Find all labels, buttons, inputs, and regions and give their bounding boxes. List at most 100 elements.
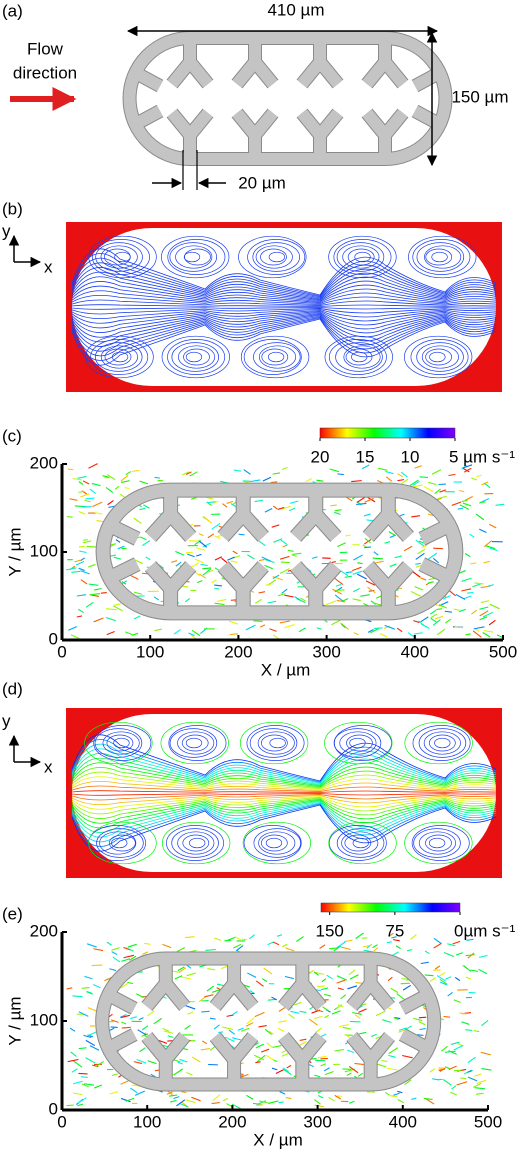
flow-vector — [233, 469, 242, 472]
flow-vector — [202, 568, 212, 576]
flow-vector — [467, 1076, 478, 1082]
flow-vector — [125, 1097, 135, 1102]
flow-vector — [254, 499, 263, 503]
flow-label: direction — [13, 63, 77, 82]
flow-vector — [485, 545, 496, 550]
flow-vector — [475, 1092, 484, 1095]
flow-vector — [80, 579, 88, 585]
flow-vector — [89, 1045, 100, 1051]
flow-vector — [465, 1029, 473, 1032]
vortex-line — [168, 725, 227, 761]
flow-vector — [84, 499, 91, 503]
vortex-line — [88, 235, 157, 279]
flow-vector — [483, 560, 491, 564]
flow-vector — [386, 1067, 398, 1071]
vortex-line — [425, 348, 452, 366]
flow-vector — [352, 566, 362, 572]
flow-vector — [358, 1031, 367, 1035]
flow-vector — [288, 1013, 295, 1019]
flow-vector — [453, 999, 461, 1004]
flow-vector — [349, 1020, 361, 1023]
flow-vector — [86, 545, 98, 548]
flow-vector — [191, 1096, 201, 1102]
flow-vector — [381, 1019, 392, 1024]
flow-vector — [346, 1072, 352, 1076]
vortex-line — [345, 348, 373, 366]
vortex-line — [253, 342, 301, 372]
axis-icon-label: y — [2, 221, 11, 240]
flow-vector — [272, 472, 281, 475]
flow-vector — [345, 534, 351, 537]
gap-label: 20 µm — [238, 173, 286, 192]
flow-vector — [194, 558, 204, 564]
streamline — [71, 308, 497, 320]
flow-vector — [424, 974, 434, 977]
flow-vector — [113, 556, 122, 560]
flow-vector — [393, 1092, 400, 1096]
flow-vector — [225, 936, 236, 942]
streamline — [71, 794, 497, 801]
vortex-line — [103, 248, 131, 266]
flow-vector — [202, 567, 212, 570]
vortex-line — [424, 245, 462, 269]
flow-vector — [277, 1027, 285, 1033]
flow-vector — [186, 1072, 193, 1076]
flow-vector — [476, 1079, 487, 1085]
flow-vector — [391, 936, 397, 939]
flow-vector — [185, 1005, 196, 1010]
flow-vector — [343, 939, 353, 943]
flow-vector — [412, 571, 421, 578]
flow-vector — [278, 1006, 286, 1012]
streamline — [71, 748, 497, 785]
x-tick-label: 500 — [489, 642, 517, 661]
flow-vector — [324, 1070, 334, 1076]
flow-vector — [478, 968, 488, 975]
streamline — [71, 312, 497, 338]
flow-vector — [469, 533, 475, 538]
flow-vector — [275, 1069, 284, 1075]
flow-vector — [191, 629, 201, 637]
flow-vector — [94, 587, 102, 591]
flow-vector — [349, 974, 359, 980]
flow-vector — [415, 564, 422, 568]
vortex-line — [184, 248, 211, 266]
flow-vector — [272, 575, 284, 581]
flow-vector — [433, 943, 442, 949]
flow-vector — [246, 1094, 254, 1100]
flow-vector — [120, 474, 129, 482]
vortex-line — [90, 339, 149, 375]
flow-vector — [83, 1034, 92, 1039]
flow-vector — [191, 1056, 201, 1063]
flow-vector — [261, 556, 271, 562]
flow-vector — [319, 944, 326, 949]
vortex-line — [171, 342, 220, 372]
flow-vector — [154, 476, 160, 479]
flow-vector — [432, 619, 441, 626]
flow-vector — [280, 539, 288, 546]
flow-vector — [212, 1094, 221, 1101]
flow-vector — [436, 628, 446, 636]
flow-vector — [314, 1104, 325, 1108]
flow-vector — [290, 1010, 300, 1014]
streamline — [71, 743, 497, 784]
flow-vector — [70, 634, 80, 639]
flow-vector — [418, 1020, 426, 1026]
flow-vector — [181, 1091, 187, 1094]
flow-vector — [153, 596, 160, 601]
vortex-line — [100, 245, 138, 269]
flow-vector — [414, 465, 422, 469]
streamline — [71, 734, 497, 782]
flow-vector — [227, 1037, 235, 1042]
vortex-line — [94, 728, 143, 758]
vortex-line — [100, 345, 138, 369]
flow-vector — [121, 580, 127, 585]
flow-vector — [364, 537, 372, 544]
streamline — [71, 314, 497, 347]
flow-vector — [355, 932, 364, 939]
vortex-line — [343, 345, 381, 369]
vortex-line — [95, 242, 143, 272]
flow-vector — [191, 496, 197, 500]
flow-vector — [111, 951, 118, 955]
flow-vector — [468, 991, 476, 994]
flow-vector — [245, 1022, 254, 1027]
